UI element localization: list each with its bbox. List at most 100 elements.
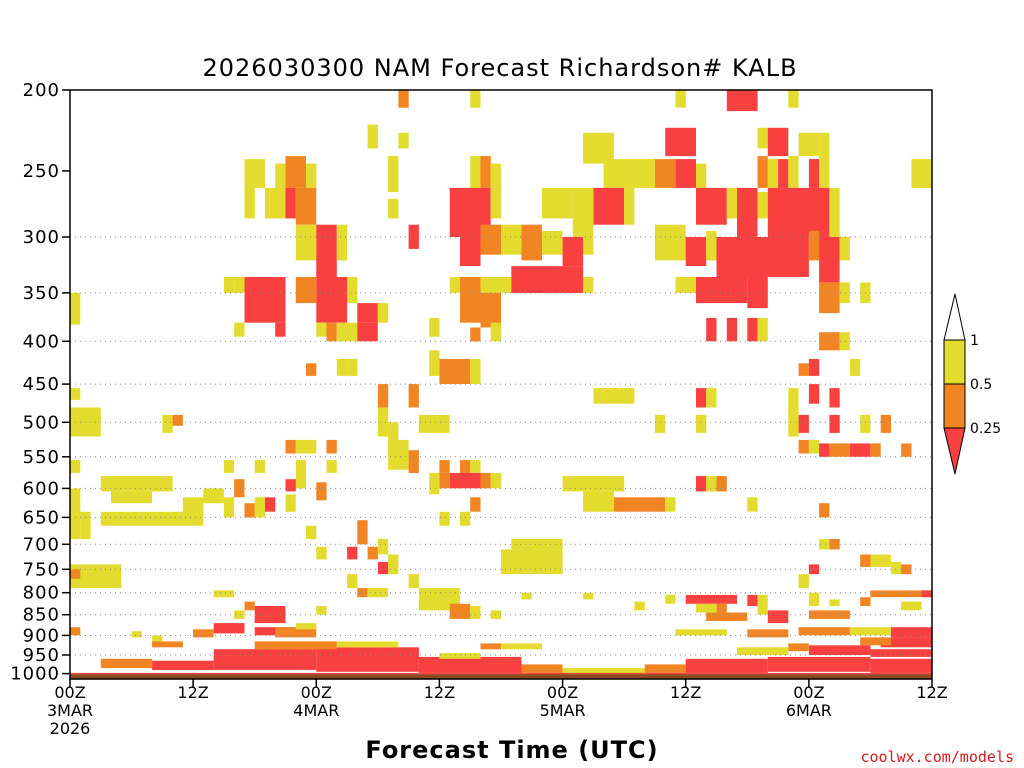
heatmap-cell [757,156,768,188]
heatmap-cell [470,606,481,619]
heatmap-cell [798,132,820,157]
heatmap-cell [696,163,707,188]
legend-bin-above-1 [943,293,966,341]
heatmap-cell [254,641,337,650]
heatmap-cell [798,363,809,376]
heatmap-cells [70,90,932,675]
heatmap-cell [347,277,358,304]
y-tick-label: 800 [23,583,60,604]
heatmap-cell [562,237,584,266]
heatmap-cell [336,322,358,342]
heatmap-cell [696,476,707,492]
heatmap-cell [808,610,850,619]
heatmap-cell [480,156,491,188]
legend-label-0-5: 0.5 [970,377,992,393]
heatmap-cell [470,156,481,188]
heatmap-cell [501,643,542,650]
heatmap-cell [737,187,758,237]
heatmap-cell [377,407,389,437]
heatmap-cell [100,511,204,526]
y-tick-label: 550 [23,447,60,468]
heatmap-cell [706,317,717,342]
heatmap-cell [70,569,81,579]
heatmap-cell [685,658,768,673]
heatmap-cell [870,443,881,457]
heatmap-cell [726,187,738,219]
heatmap-cell [275,627,317,638]
heatmap-cell [542,187,573,219]
heatmap-cell [696,187,727,225]
heatmap-cell [654,224,686,261]
heatmap-cell [70,388,81,400]
heatmap-cell [747,277,768,309]
heatmap-cell [480,643,501,650]
heatmap-cell [819,503,830,518]
heatmap-cell [716,603,727,613]
heatmap-cell [778,159,789,188]
heatmap-cell [336,224,348,261]
heatmap-cell [706,230,717,261]
heatmap-cell [388,156,399,192]
heatmap-cell [285,494,296,512]
heatmap-cell [767,656,871,672]
heatmap-cell [460,277,481,323]
heatmap-cell [798,414,809,433]
heatmap-cell [747,594,758,606]
heatmap-cell [880,414,891,433]
heatmap-cell [490,472,501,489]
heatmap-cell [152,641,183,648]
heatmap-cell [254,460,265,473]
heatmap-cell [357,520,368,545]
heatmap-cell [408,224,419,249]
heatmap-cell [901,564,912,575]
heatmap-cell [377,303,389,323]
heatmap-cell [357,303,378,323]
heatmap-cell [223,460,235,473]
heatmap-cell [829,414,840,433]
heatmap-cell [162,414,173,433]
heatmap-cell [100,658,153,669]
x-tick-label: 00Z [793,683,824,702]
heatmap-cell [254,497,265,518]
y-tick-label: 900 [23,625,60,646]
heatmap-cell [757,317,768,342]
heatmap-cell [285,439,296,454]
heatmap-cell [152,660,214,670]
heatmap-cell [583,277,594,293]
heatmap-cell [449,277,460,293]
heatmap-cell [326,322,337,342]
y-tick-label: 700 [23,534,60,555]
heatmap-cell [870,554,891,567]
heatmap-cell [490,187,501,219]
heatmap-cell [223,277,235,293]
heatmap-cell [439,359,471,384]
heatmap-cell [706,476,717,492]
heatmap-cell [70,292,81,325]
heatmap-cell [788,90,799,108]
heatmap-cell [244,277,286,323]
heatmap-cell [870,590,932,598]
heatmap-cell [357,588,368,598]
heatmap-cell [819,132,830,164]
heatmap-cell [480,224,501,255]
heatmap-cell [798,439,809,454]
heatmap-cell [295,623,317,630]
x-tick-label: 2026 [50,719,91,738]
heatmap-cell [367,588,389,598]
heatmap-cell [665,594,676,604]
heatmap-cell [808,645,871,655]
y-axis: 200 250 300 350 400 450 500 550 600 650 700 750 8008… [10,80,70,685]
heatmap-cell [470,359,481,384]
heatmap-cell [747,497,758,512]
heatmap-cell [860,637,891,646]
heatmap-cell [829,599,840,606]
heatmap-cell [706,388,717,408]
heatmap-cell [285,479,296,492]
heatmap-cell [808,564,820,575]
heatmap-cell [808,592,820,606]
heatmap-cell [429,350,440,376]
heatmap-cell [388,422,399,451]
heatmap-cell [439,653,481,659]
heatmap-cell [223,497,235,518]
heatmap-cell [316,322,327,337]
